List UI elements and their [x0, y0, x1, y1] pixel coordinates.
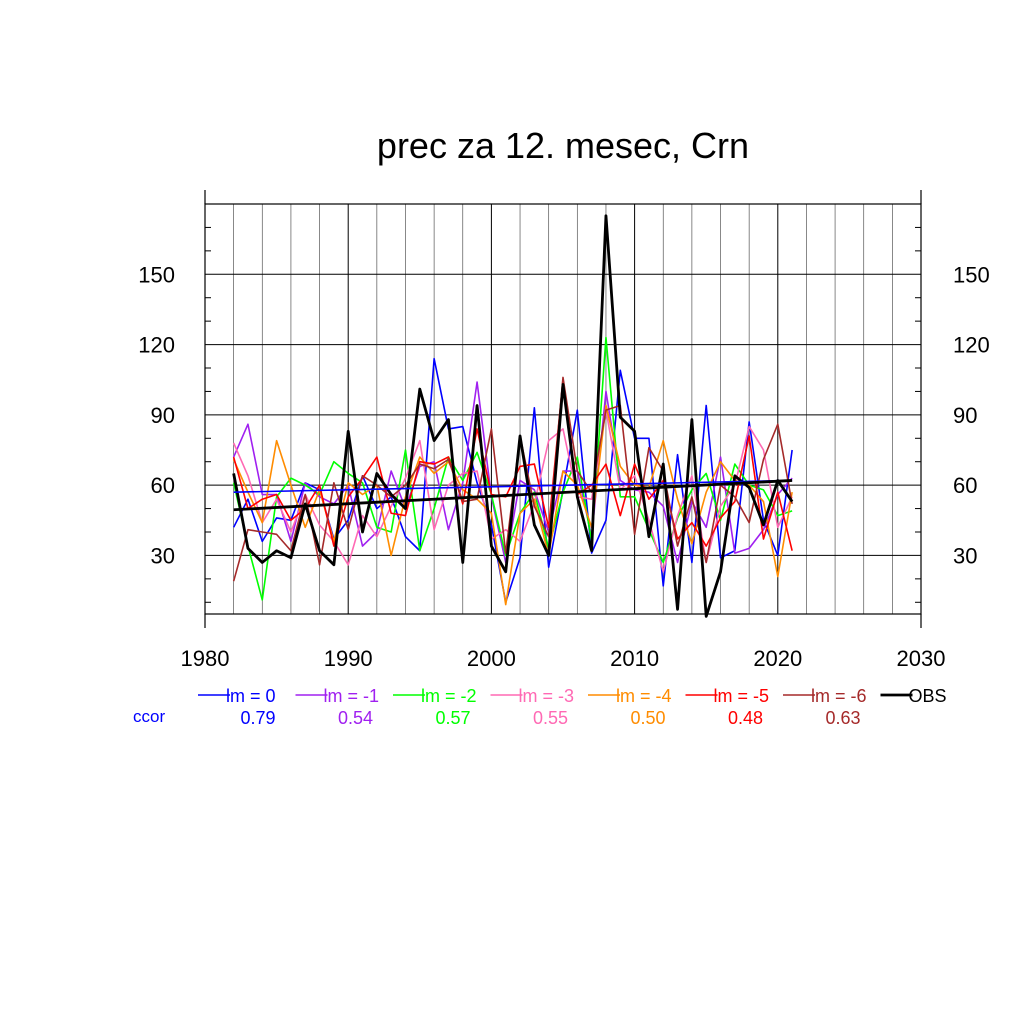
y-tick-label-left: 90 [151, 403, 175, 428]
ccor-value: 0.63 [825, 708, 860, 728]
ccor-value: 0.48 [728, 708, 763, 728]
x-tick-label: 2000 [467, 646, 516, 671]
y-tick-label-right: 150 [953, 262, 990, 287]
legend-label: lm = 0 [226, 686, 276, 706]
x-tick-label: 2020 [753, 646, 802, 671]
legend-label: lm = -3 [519, 686, 575, 706]
legend: ccor lm = 00.79 lm = -10.54 lm = -20.57 lm … [133, 686, 947, 728]
legend-label: lm = -1 [324, 686, 380, 706]
legend-label: lm = -6 [811, 686, 867, 706]
series [232, 214, 794, 618]
y-tick-label-left: 60 [151, 473, 175, 498]
y-tick-label-right: 120 [953, 333, 990, 358]
legend-label: lm = -2 [421, 686, 477, 706]
ccor-value: 0.54 [338, 708, 373, 728]
y-tick-label-right: 60 [953, 473, 977, 498]
y-tick-label-left: 30 [151, 543, 175, 568]
ccor-value: 0.57 [435, 708, 470, 728]
ccor-label: ccor [133, 707, 165, 726]
trend-line [233, 479, 793, 512]
trend-line [233, 479, 793, 493]
axes: 30 30 60 60 90 90 120 120 150 150 1980 1990 2000 2010… [138, 190, 990, 671]
y-tick-label-right: 90 [953, 403, 977, 428]
y-tick-label-right: 30 [953, 543, 977, 568]
x-tick-label: 1980 [181, 646, 230, 671]
ccor-value: 0.50 [630, 708, 665, 728]
legend-label: OBS [909, 686, 947, 706]
series-line [232, 214, 794, 618]
plot-frame [204, 203, 922, 615]
ccor-value: 0.79 [240, 708, 275, 728]
x-tick-label: 2030 [897, 646, 946, 671]
ccor-value: 0.55 [533, 708, 568, 728]
y-tick-label-left: 150 [138, 262, 175, 287]
y-tick-label-left: 120 [138, 333, 175, 358]
legend-label: lm = -4 [616, 686, 672, 706]
chart-title: prec za 12. mesec, Crn [377, 125, 749, 166]
x-tick-label: 2010 [610, 646, 659, 671]
legend-label: lm = -5 [714, 686, 770, 706]
x-tick-label: 1990 [324, 646, 373, 671]
